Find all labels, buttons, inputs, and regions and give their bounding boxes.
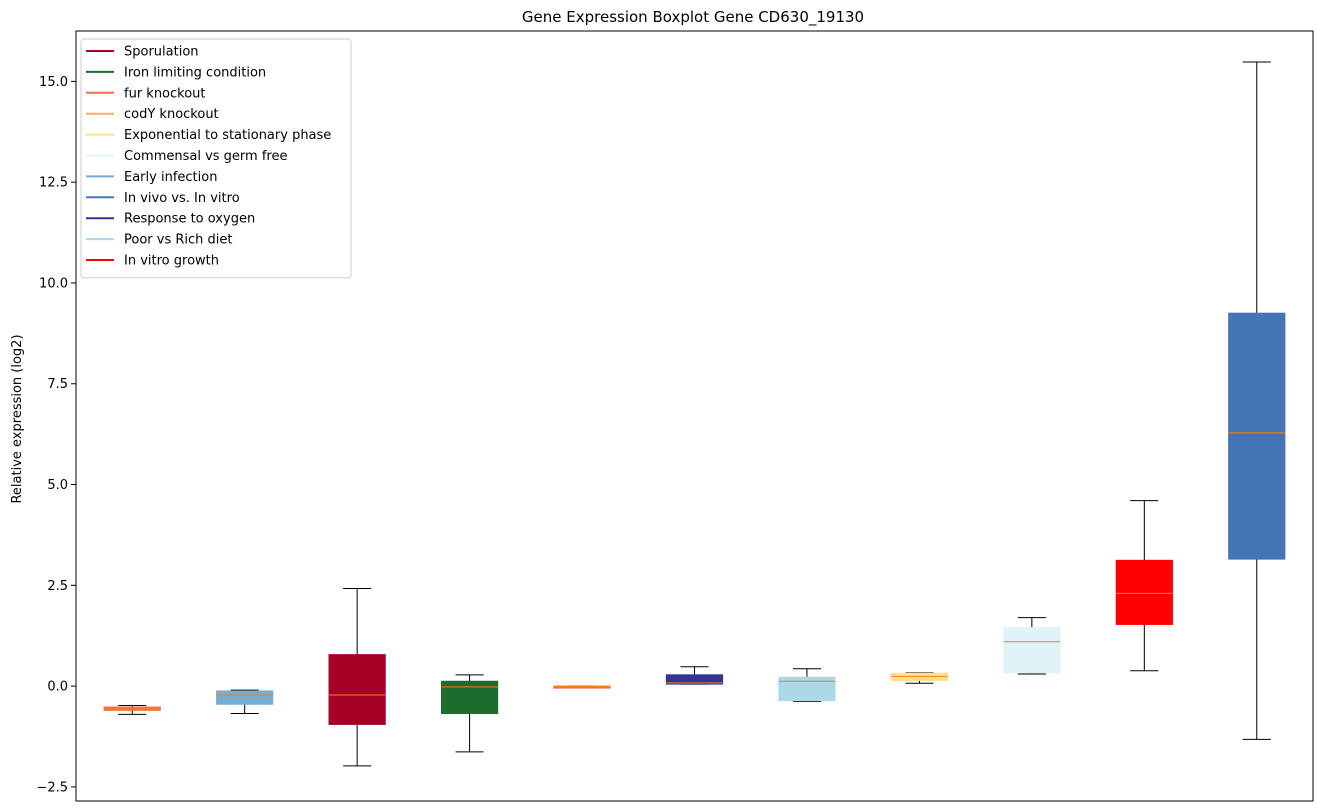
box-9	[1003, 617, 1061, 675]
legend-item: codY knockout	[86, 107, 219, 122]
box-10	[1115, 500, 1173, 672]
box-6	[665, 666, 724, 685]
box-body	[1115, 559, 1173, 625]
box-4	[440, 674, 499, 753]
y-tick-label: 15.0	[39, 75, 68, 90]
box-body	[778, 676, 836, 702]
legend: Sporulation Iron limiting condition fur kn…	[80, 38, 352, 279]
legend-item: Exponential to stationary phase	[86, 128, 331, 143]
box-body	[216, 690, 274, 705]
legend-item: Commensal vs germ free	[86, 149, 287, 164]
legend-label: Commensal vs germ free	[124, 149, 287, 164]
boxes-group	[103, 61, 1286, 767]
y-axis-label: Relative expression (log2)	[10, 334, 25, 503]
legend-label: codY knockout	[124, 107, 219, 122]
box-5	[553, 685, 611, 689]
box-11	[1228, 61, 1286, 740]
y-tick-label: 7.5	[47, 377, 68, 392]
y-tick-label: 5.0	[47, 478, 68, 493]
legend-label: Iron limiting condition	[124, 65, 266, 80]
legend-item: Response to oxygen	[86, 212, 255, 227]
legend-label: In vivo vs. In vitro	[124, 191, 240, 206]
box-1	[103, 704, 161, 715]
box-2	[216, 689, 274, 715]
y-tick-label: 12.5	[39, 176, 68, 191]
box-8	[890, 672, 949, 684]
legend-item: Early infection	[86, 170, 217, 185]
chart-title: Gene Expression Boxplot Gene CD630_19130	[522, 8, 864, 27]
y-tick-label: 2.5	[47, 579, 68, 594]
legend-box	[80, 38, 352, 279]
y-tick-label: 0.0	[47, 680, 68, 695]
y-tick-label: 10.0	[39, 276, 68, 291]
legend-label: fur knockout	[124, 86, 206, 101]
legend-item: In vivo vs. In vitro	[86, 191, 240, 206]
box-3	[328, 588, 386, 767]
box-body	[1003, 627, 1061, 674]
legend-item: Sporulation	[86, 45, 199, 60]
legend-item: Poor vs Rich diet	[86, 233, 232, 248]
plot-frame	[75, 30, 1314, 802]
y-axis: −2.5 0.0 2.5 5.0 7.5 10.0 12.5 15.0	[36, 75, 76, 795]
box-body	[328, 654, 386, 725]
legend-label: Poor vs Rich diet	[124, 233, 232, 248]
legend-item: fur knockout	[86, 86, 206, 101]
box-body	[1228, 312, 1286, 560]
box-7	[778, 668, 836, 702]
legend-item: Iron limiting condition	[86, 65, 266, 80]
legend-item: In vitro growth	[86, 254, 219, 269]
legend-label: Sporulation	[124, 45, 199, 60]
y-tick-label: −2.5	[36, 780, 68, 795]
legend-label: Response to oxygen	[124, 212, 255, 227]
box-body	[440, 680, 499, 715]
legend-label: Exponential to stationary phase	[124, 128, 331, 143]
box-body	[665, 674, 724, 685]
legend-label: Early infection	[124, 170, 217, 185]
legend-label: In vitro growth	[124, 254, 219, 269]
